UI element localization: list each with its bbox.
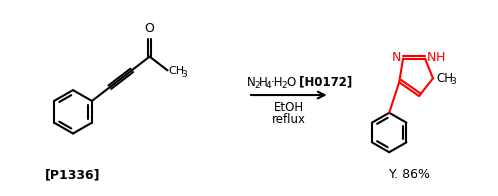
Text: N: N [427, 51, 436, 64]
Text: Y. 86%: Y. 86% [388, 168, 430, 181]
Text: N: N [392, 51, 401, 64]
Text: 3: 3 [450, 77, 456, 86]
Text: 4: 4 [266, 81, 271, 90]
Text: 3: 3 [181, 70, 187, 79]
Text: CH: CH [436, 72, 453, 85]
Text: [P1336]: [P1336] [45, 168, 101, 181]
Text: O: O [287, 76, 296, 89]
Text: 2: 2 [282, 81, 287, 90]
Text: H: H [259, 76, 268, 89]
Text: H: H [436, 51, 445, 64]
Text: ·H: ·H [271, 76, 283, 89]
Text: EtOH: EtOH [274, 101, 304, 114]
Text: reflux: reflux [272, 113, 306, 126]
Text: [H0172]: [H0172] [295, 76, 352, 89]
Text: O: O [145, 22, 154, 35]
Text: 2: 2 [254, 81, 259, 90]
Text: N: N [247, 76, 256, 89]
Text: CH: CH [168, 66, 185, 76]
